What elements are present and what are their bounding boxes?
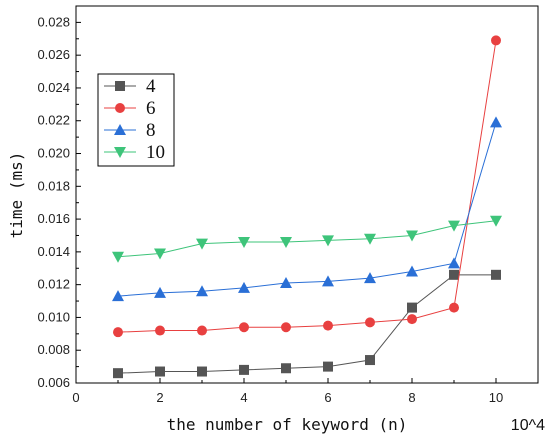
x-tick-label: 2	[156, 390, 163, 405]
series-10	[112, 215, 502, 263]
data-point	[449, 269, 459, 280]
y-tick-label: 0.024	[37, 80, 70, 95]
legend-label: 6	[146, 98, 156, 119]
legend-label: 4	[146, 76, 156, 97]
data-point	[490, 215, 502, 227]
series-line	[117, 274, 496, 374]
data-point	[155, 366, 165, 377]
data-point	[448, 220, 460, 232]
series-line	[117, 40, 497, 333]
y-axis-label: time (ms)	[7, 152, 26, 239]
y-tick-label: 0.008	[37, 342, 70, 357]
data-point	[364, 233, 376, 245]
y-tick-label: 0.012	[37, 277, 70, 292]
legend-marker	[114, 124, 126, 135]
data-point	[491, 269, 501, 280]
data-point	[406, 265, 418, 277]
data-point	[323, 361, 333, 372]
legend-entry: 6	[104, 98, 156, 119]
x-axis-label: the number of keyword (n)	[167, 415, 408, 434]
data-point	[196, 285, 208, 297]
data-point	[448, 257, 460, 269]
legend-box	[97, 73, 175, 167]
legend-entry: 8	[104, 120, 156, 141]
y-tick-label: 0.020	[37, 146, 70, 161]
plot-frame	[75, 5, 539, 384]
y-tick-label: 0.010	[37, 309, 70, 324]
data-point	[365, 317, 375, 328]
legend-label: 10	[146, 142, 165, 163]
data-point	[239, 322, 249, 333]
data-point	[280, 277, 292, 289]
data-point	[113, 327, 123, 338]
x-axis-ticks: 0 2 4 6 8 10	[72, 378, 539, 405]
x-tick-label: 8	[408, 390, 415, 405]
y-tick-label: 0.006	[37, 375, 70, 390]
y-tick-label: 0.026	[37, 47, 70, 62]
data-point	[239, 364, 249, 375]
data-point	[407, 314, 417, 325]
series-4	[113, 269, 501, 379]
x-tick-label: 10	[489, 390, 503, 405]
data-point	[197, 325, 207, 336]
data-point	[196, 238, 208, 250]
data-point	[407, 302, 417, 313]
series-6	[113, 35, 501, 338]
data-point	[281, 363, 291, 374]
data-point	[154, 248, 166, 260]
data-point	[238, 281, 250, 293]
y-tick-label: 0.014	[37, 244, 70, 259]
data-point	[323, 320, 333, 331]
legend-entry: 10	[104, 142, 165, 163]
data-point	[364, 272, 376, 284]
data-point	[154, 286, 166, 298]
x-tick-label: 6	[324, 390, 331, 405]
data-point	[322, 275, 334, 287]
data-point	[491, 35, 501, 46]
data-point	[197, 366, 207, 377]
data-point	[365, 355, 375, 366]
data-point	[281, 322, 291, 333]
data-point	[112, 251, 124, 263]
x-axis-scale-note: 10^4	[511, 417, 545, 434]
legend-entry: 4	[104, 76, 156, 97]
series-line	[117, 220, 497, 258]
data-point	[155, 325, 165, 336]
series-8	[112, 116, 502, 302]
data-point	[113, 368, 123, 379]
data-point	[490, 116, 502, 128]
y-tick-label: 0.018	[37, 178, 70, 193]
series-line	[117, 122, 497, 297]
data-point	[322, 235, 334, 247]
data-point	[449, 302, 459, 313]
y-tick-label: 0.016	[37, 211, 70, 226]
legend-marker	[114, 147, 126, 158]
legend-marker	[115, 103, 125, 113]
series-layer	[112, 35, 502, 379]
data-point	[280, 237, 292, 249]
y-tick-label: 0.022	[37, 113, 70, 128]
legend-label: 8	[146, 120, 156, 141]
plot-area	[75, 5, 539, 384]
x-tick-label: 0	[72, 390, 79, 405]
y-tick-label: 0.028	[37, 14, 70, 29]
data-point	[238, 237, 250, 249]
y-axis-ticks: 0.006 0.008 0.010 0.012 0.014 0.016 0.018 0.020…	[37, 5, 81, 390]
data-point	[112, 290, 124, 302]
x-tick-label: 4	[240, 390, 247, 405]
legend-marker	[115, 81, 125, 91]
data-point	[406, 230, 418, 242]
